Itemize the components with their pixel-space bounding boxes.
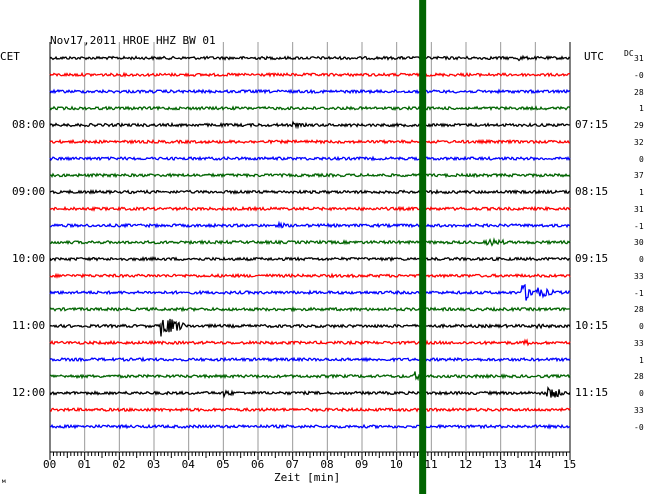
dc-offset-label: 33 <box>634 338 644 348</box>
left-time-label: 12:00 <box>12 386 46 399</box>
left-time-label: 11:00 <box>12 319 46 332</box>
trace-5 <box>49 138 571 145</box>
dc-offset-label: 33 <box>634 271 644 281</box>
dc-offset-label: 0 <box>639 154 644 164</box>
x-tick-label: 09 <box>355 458 369 471</box>
dc-offset-label: 33 <box>634 405 644 415</box>
x-tick-label: 13 <box>493 458 507 471</box>
dc-offset-label: 0 <box>639 322 644 331</box>
x-tick-label: 03 <box>147 458 161 471</box>
right-time-label: 08:15 <box>575 185 609 198</box>
dc-offset-label: 1 <box>639 188 644 197</box>
corner-mark: м <box>2 478 6 485</box>
dc-offset-label: 37 <box>634 171 644 181</box>
dc-offset-label: -0 <box>634 70 644 80</box>
x-tick-label: 01 <box>77 458 91 471</box>
x-tick-label: 05 <box>216 458 230 471</box>
dc-offset-label: 28 <box>634 87 644 97</box>
left-timezone-label: CET <box>0 50 20 63</box>
right-time-label: 09:15 <box>575 252 609 265</box>
dc-offset-label: 32 <box>634 137 644 147</box>
event-marker-bar <box>419 0 427 494</box>
trace-22 <box>49 423 571 430</box>
trace-19 <box>49 371 571 382</box>
trace-0 <box>49 54 571 62</box>
dc-offset-label: 28 <box>634 305 644 315</box>
trace-8 <box>49 188 571 195</box>
trace-9 <box>49 205 571 212</box>
trace-14 <box>49 283 571 301</box>
dc-offset-label: 1 <box>639 355 644 365</box>
right-time-label: 10:15 <box>575 319 609 332</box>
trace-20 <box>49 385 571 399</box>
left-time-label: 08:00 <box>12 118 46 131</box>
trace-7 <box>49 172 571 179</box>
trace-1 <box>49 71 571 78</box>
dc-offset-label: 29 <box>634 121 644 130</box>
trace-17 <box>49 338 571 347</box>
trace-3 <box>49 105 571 112</box>
trace-16 <box>49 318 571 337</box>
dc-offset-label: 31 <box>634 54 644 63</box>
left-time-label: 09:00 <box>12 185 46 198</box>
trace-18 <box>49 356 571 363</box>
dc-offset-label: 0 <box>639 255 644 264</box>
chart-title: Nov17,2011 HROE HHZ BW 01 <box>50 34 216 47</box>
dc-offset-label: 31 <box>634 204 644 214</box>
dc-offset-label: 0 <box>639 389 644 398</box>
trace-10 <box>50 220 571 229</box>
x-tick-label: 14 <box>528 458 542 471</box>
trace-15 <box>49 306 571 313</box>
trace-6 <box>49 155 571 162</box>
x-axis-label: Zeit [min] <box>274 471 341 484</box>
left-time-label: 10:00 <box>12 252 46 265</box>
right-timezone-label: UTC <box>584 50 604 63</box>
x-tick-label: 10 <box>389 458 403 471</box>
trace-2 <box>49 88 571 95</box>
x-tick-label: 04 <box>181 458 195 471</box>
right-time-label: 11:15 <box>575 386 609 399</box>
dc-offset-label: 1 <box>639 104 644 114</box>
dc-label: DC <box>624 49 634 58</box>
dc-offset-label: -1 <box>634 221 644 231</box>
x-tick-label: 02 <box>112 458 126 471</box>
x-tick-label: 00 <box>43 458 57 471</box>
dc-offset-label: 28 <box>634 372 644 382</box>
trace-12 <box>49 255 571 263</box>
dc-offset-label: -0 <box>634 422 644 432</box>
x-tick-label: 06 <box>251 458 265 471</box>
x-tick-label: 15 <box>563 458 577 471</box>
x-tick-label: 11 <box>424 458 438 471</box>
trace-13 <box>49 272 571 279</box>
trace-11 <box>49 237 571 247</box>
x-tick-label: 12 <box>459 458 473 471</box>
x-tick-label: 07 <box>285 458 299 471</box>
right-time-label: 07:15 <box>575 118 609 131</box>
dc-offset-label: -1 <box>634 288 644 298</box>
dc-offset-label: 30 <box>634 238 644 248</box>
x-tick-label: 08 <box>320 458 334 471</box>
trace-21 <box>49 406 571 413</box>
trace-4 <box>49 120 571 130</box>
